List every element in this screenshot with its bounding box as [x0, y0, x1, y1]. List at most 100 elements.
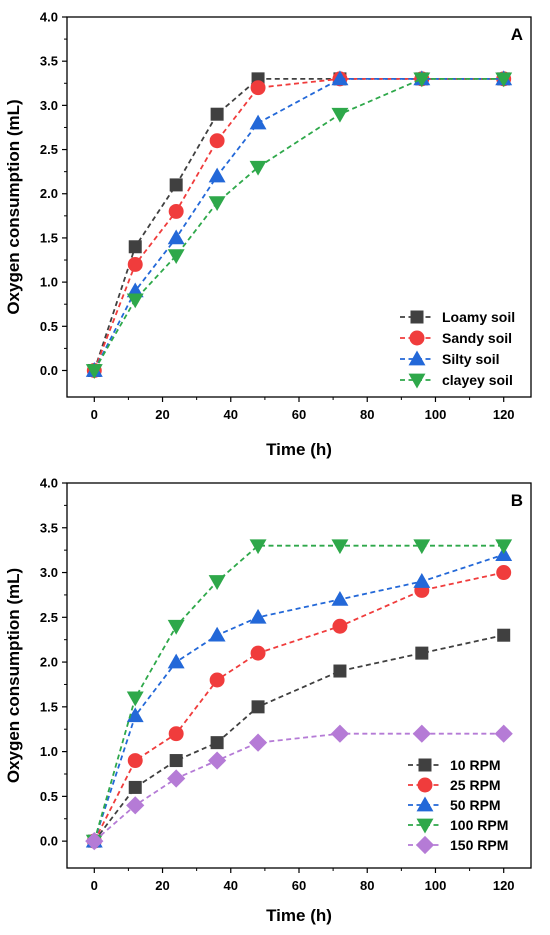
data-point [127, 256, 143, 272]
y-tick-label: 2.5 [40, 142, 58, 157]
y-tick-label: 0.0 [40, 363, 58, 378]
data-point [210, 107, 224, 121]
y-tick-label: 3.0 [40, 565, 58, 580]
data-point [496, 565, 512, 581]
data-point [413, 72, 431, 88]
data-point [251, 700, 265, 714]
y-tick-label: 2.5 [40, 610, 58, 625]
y-tick-label: 4.0 [40, 476, 58, 491]
data-point [85, 364, 103, 379]
legend-label: Loamy soil [442, 309, 515, 325]
y-tick-label: 2.0 [40, 655, 58, 670]
legend-label: clayey soil [442, 372, 513, 388]
x-tick-label: 0 [91, 407, 98, 422]
series-line [93, 77, 504, 371]
data-point [168, 203, 184, 219]
y-tick-label: 0.0 [40, 834, 58, 849]
x-tick-label: 80 [360, 407, 374, 422]
series-line [93, 77, 504, 371]
data-point [208, 167, 226, 183]
x-tick-label: 100 [425, 878, 447, 893]
x-tick-label: 20 [155, 407, 169, 422]
x-tick-label: 60 [292, 878, 306, 893]
x-tick-label: 40 [224, 878, 238, 893]
series-100-rpm [85, 539, 513, 850]
legend-marker [410, 310, 424, 324]
y-tick-label: 1.0 [40, 744, 58, 759]
legend-label: Silty soil [442, 351, 500, 367]
y-axis-title: Oxygen consumption (mL) [4, 568, 23, 783]
legend: 10 RPM 25 RPM 50 RPM 100 RPM 150 RPM [408, 757, 508, 855]
data-point [333, 664, 347, 678]
x-tick-label: 40 [224, 407, 238, 422]
chart-panel-b: 0 20 40 60 80 100 120 0.0 0.5 1.0 1.5 2.0 2.5 3.0 3.5 4… [4, 476, 532, 925]
data-point [167, 769, 186, 788]
data-point [415, 646, 429, 660]
panel-letter: B [511, 491, 523, 510]
data-point [167, 619, 185, 635]
x-axis-title: Time (h) [266, 906, 332, 925]
legend-label: 50 RPM [450, 797, 501, 813]
legend-marker [417, 777, 433, 793]
data-point [249, 608, 267, 624]
data-point [331, 590, 349, 606]
legend: Loamy soil Sandy soil Silty soil clayey soi… [400, 309, 515, 389]
series-line [93, 732, 504, 842]
data-point [167, 249, 185, 265]
x-tick-label: 0 [91, 878, 98, 893]
data-point [126, 293, 144, 309]
data-point [332, 618, 348, 634]
data-point [209, 672, 225, 688]
y-tick-label: 3.5 [40, 520, 58, 535]
x-tick-label: 120 [493, 878, 515, 893]
legend-label: 150 RPM [450, 837, 508, 853]
y-tick-label: 2.0 [40, 186, 58, 201]
data-point [85, 832, 104, 851]
data-point [167, 229, 185, 245]
data-point [209, 133, 225, 149]
data-point [126, 707, 144, 723]
legend-marker [416, 796, 434, 812]
data-point [249, 160, 267, 176]
panel-letter: A [511, 25, 523, 44]
data-point [249, 539, 267, 555]
data-point [497, 628, 511, 642]
data-point [127, 753, 143, 769]
series-line [93, 77, 504, 371]
series-line [93, 77, 504, 371]
legend-marker [408, 373, 426, 389]
data-point [495, 539, 513, 555]
data-point [126, 796, 145, 815]
data-point [495, 72, 513, 88]
series-50-rpm [85, 546, 513, 848]
data-point [210, 736, 224, 750]
data-point [208, 751, 227, 770]
legend-label: 100 RPM [450, 817, 508, 833]
data-point [250, 80, 266, 96]
data-point [413, 539, 431, 555]
legend-label: 10 RPM [450, 757, 501, 773]
legend-label: 25 RPM [450, 777, 501, 793]
data-point [249, 114, 267, 130]
data-point [494, 724, 513, 743]
series-150-rpm [85, 724, 513, 851]
data-point [167, 653, 185, 669]
legend-marker [418, 758, 432, 772]
y-tick-label: 1.5 [40, 699, 58, 714]
data-point [331, 70, 349, 86]
data-point [413, 573, 431, 588]
data-point [128, 780, 142, 794]
series-line [93, 571, 504, 842]
legend-label: Sandy soil [442, 330, 512, 346]
data-point [208, 626, 226, 642]
series-line [93, 634, 504, 842]
y-tick-label: 4.0 [40, 10, 58, 25]
data-point [169, 754, 183, 768]
data-point [250, 645, 266, 661]
data-point [168, 726, 184, 742]
x-tick-label: 80 [360, 878, 374, 893]
chart-panel-a: 0 20 40 60 80 100 120 0.0 0.5 1.0 1.5 2.0 2.5 3.0 3.5 4… [4, 10, 532, 459]
y-tick-label: 1.5 [40, 230, 58, 245]
legend-marker [415, 835, 435, 855]
